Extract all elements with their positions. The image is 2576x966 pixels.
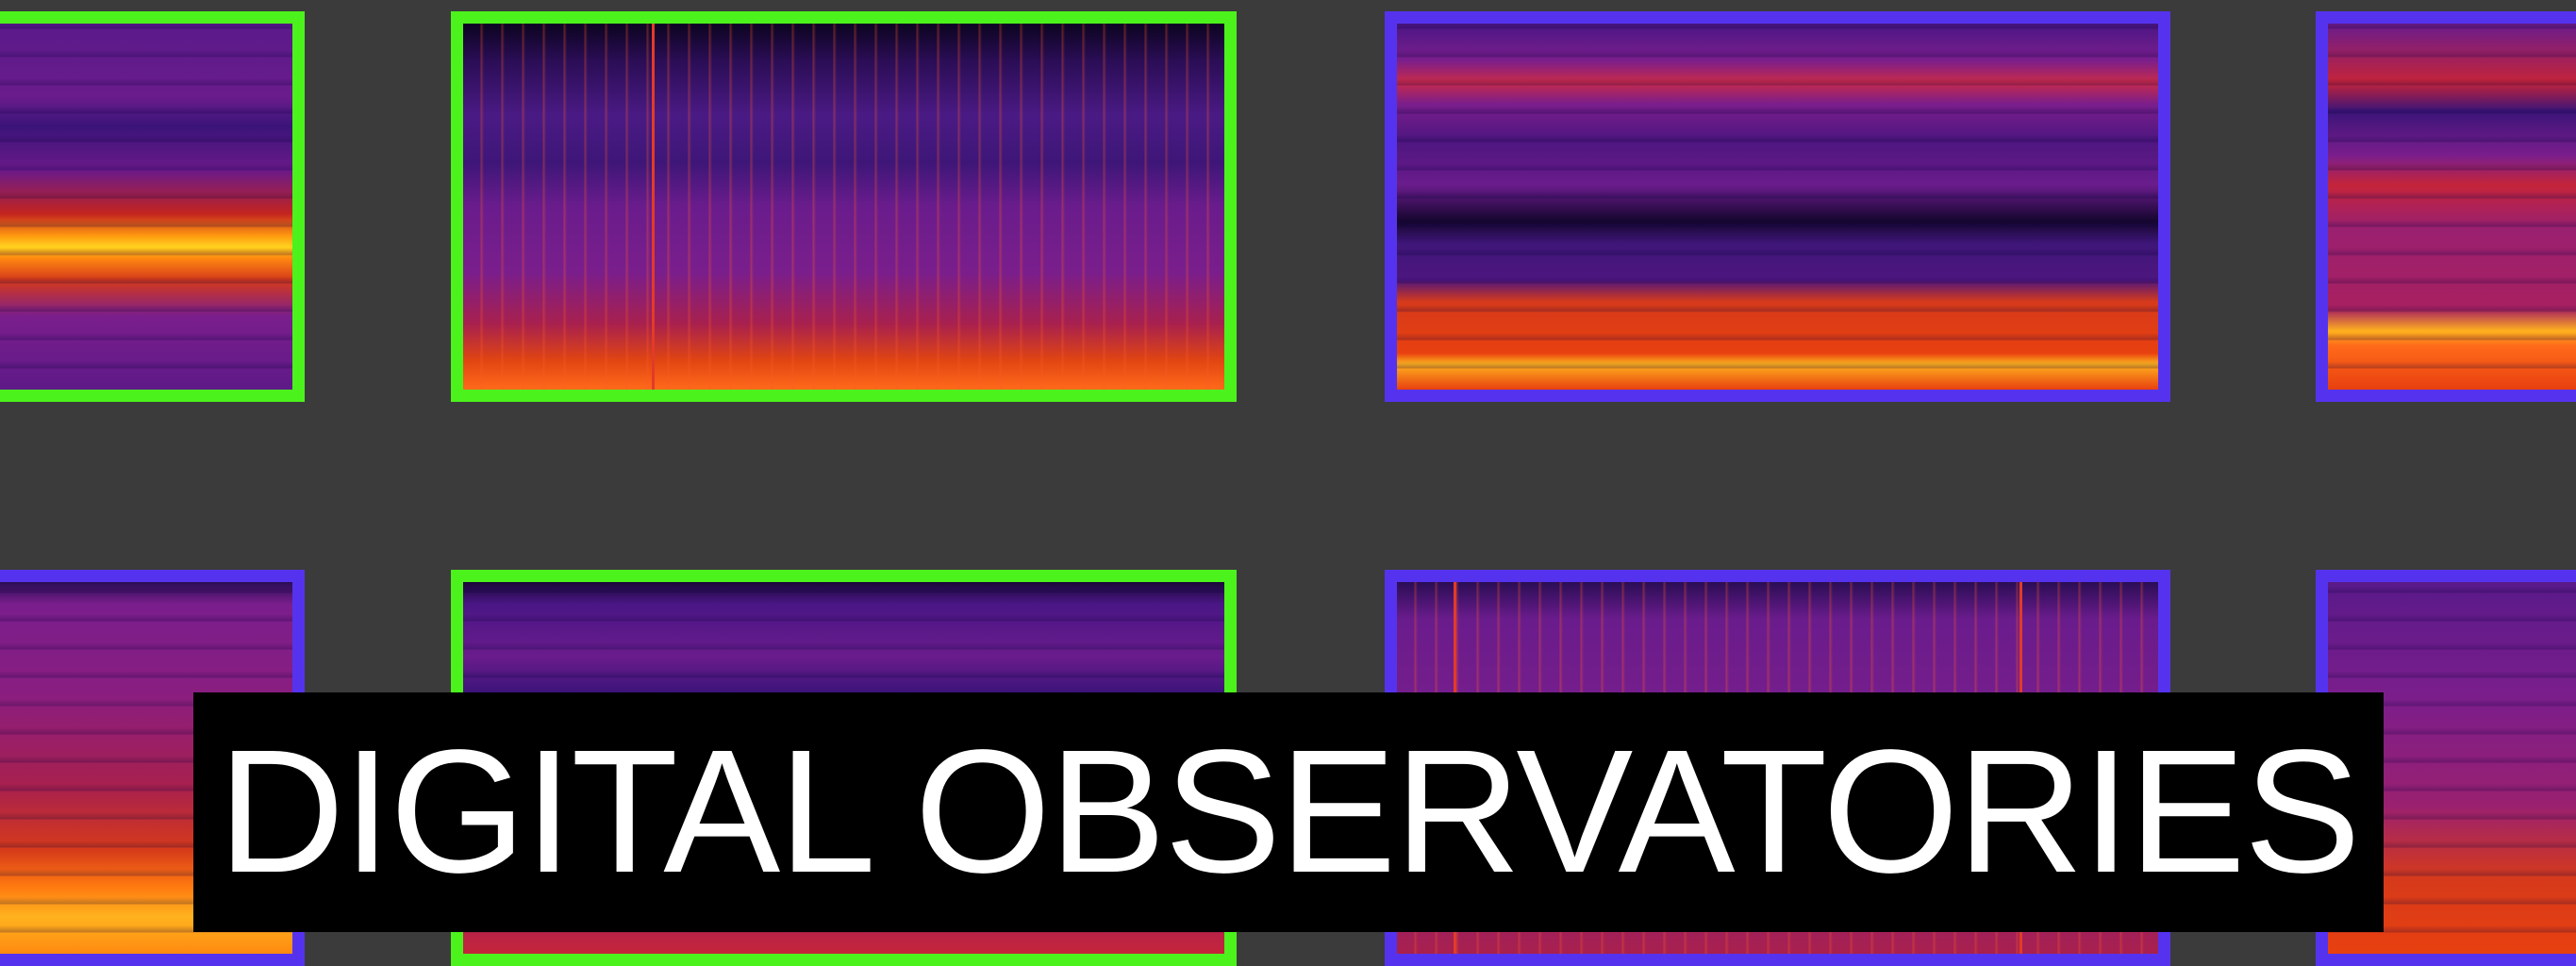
page-title: DIGITAL OBSERVATORIES <box>218 714 2361 909</box>
title-banner: DIGITAL OBSERVATORIES <box>193 692 2384 932</box>
spectrogram-bands <box>1397 24 2158 390</box>
spectrogram-tile-top-2 <box>451 11 1237 402</box>
spectrogram-image <box>1397 24 2158 390</box>
spectrogram-bands <box>2328 24 2576 390</box>
spectrogram-event-line <box>652 24 655 390</box>
spectrogram-tile-top-4 <box>2316 11 2576 402</box>
spectrogram-tile-top-1 <box>0 11 305 402</box>
spectrogram-image <box>2328 24 2576 390</box>
spectrogram-bands <box>0 24 292 390</box>
spectrogram-image <box>463 24 1224 390</box>
spectrogram-streaks <box>463 24 1224 390</box>
spectrogram-tile-top-3 <box>1385 11 2170 402</box>
spectrogram-image <box>0 24 292 390</box>
